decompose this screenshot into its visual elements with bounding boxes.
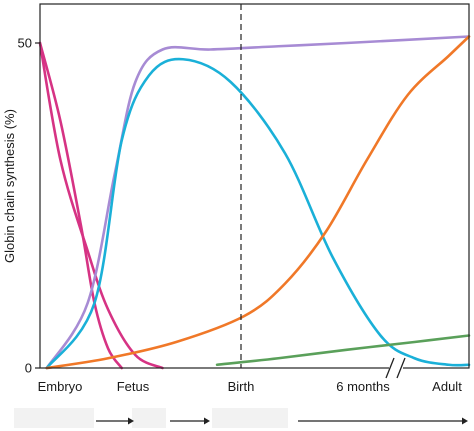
plot-frame bbox=[39, 3, 470, 369]
x-tick-label: Fetus bbox=[117, 379, 150, 394]
y-tick-layer: 0 50 bbox=[18, 36, 40, 376]
y-axis-label: Globin chain synthesis (%) bbox=[2, 109, 17, 263]
x-tick-label: Embryo bbox=[38, 379, 83, 394]
y-tick-label: 50 bbox=[18, 36, 32, 51]
x-tick-label: Birth bbox=[228, 379, 255, 394]
axis-break-mark bbox=[385, 357, 406, 379]
x-tick-label: Adult bbox=[432, 379, 462, 394]
series-line-4 bbox=[45, 57, 471, 370]
series-line-1 bbox=[38, 41, 124, 370]
y-tick-label: 0 bbox=[25, 361, 32, 376]
series-layer bbox=[38, 35, 471, 370]
series-line-6 bbox=[215, 334, 471, 367]
series-line-3 bbox=[45, 35, 471, 370]
stage-arrows bbox=[14, 408, 468, 428]
x-tick-layer: Embryo Fetus Birth 6 months Adult bbox=[38, 379, 463, 394]
series-line-5 bbox=[45, 35, 471, 370]
series-line-2 bbox=[38, 41, 164, 370]
x-tick-label: 6 months bbox=[336, 379, 390, 394]
